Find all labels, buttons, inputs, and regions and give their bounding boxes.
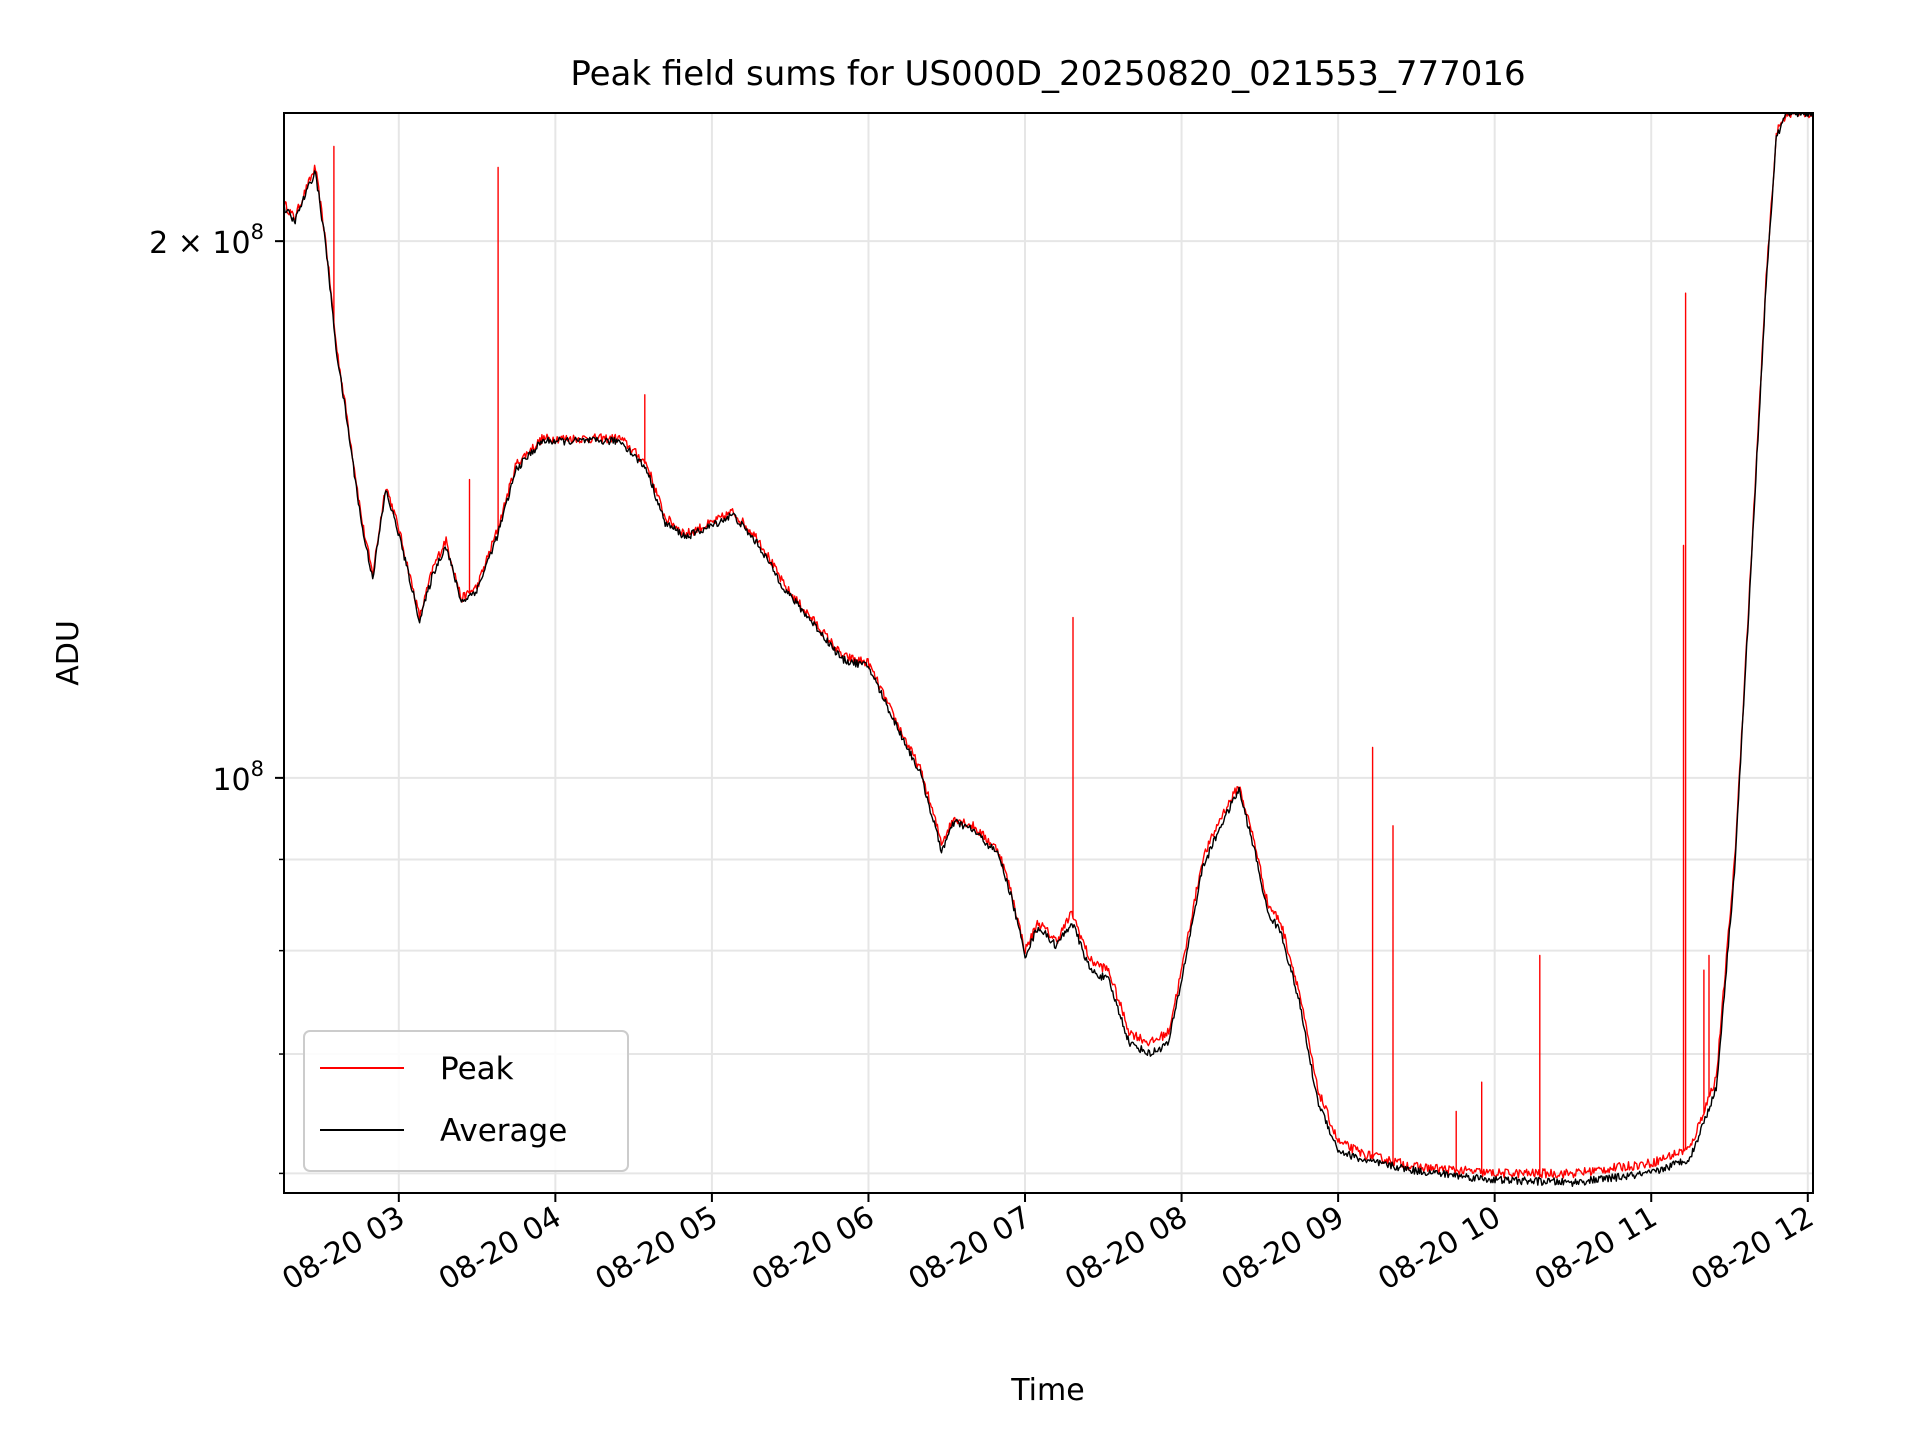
- series-layer: [283, 112, 1814, 1187]
- legend-label-average: Average: [440, 1113, 567, 1149]
- legend-label-peak: Peak: [440, 1051, 514, 1087]
- y-tick-label: 2 × 108: [149, 220, 264, 261]
- legend-box: [303, 1030, 629, 1172]
- y-axis-label: ADU: [51, 620, 86, 686]
- grid: [284, 113, 1813, 1193]
- legend: Peak Average: [303, 1030, 629, 1172]
- x-axis-label: Time: [1010, 1373, 1084, 1408]
- plot-frame: [283, 112, 1814, 1194]
- chart-title: Peak field sums for US000D_20250820_0215…: [570, 54, 1525, 94]
- y-tick-label: 108: [212, 757, 264, 798]
- y-axis: 108 2 × 108: [149, 220, 284, 1175]
- series-average-line: [283, 112, 1813, 1187]
- series-peak-line: [283, 112, 1814, 1179]
